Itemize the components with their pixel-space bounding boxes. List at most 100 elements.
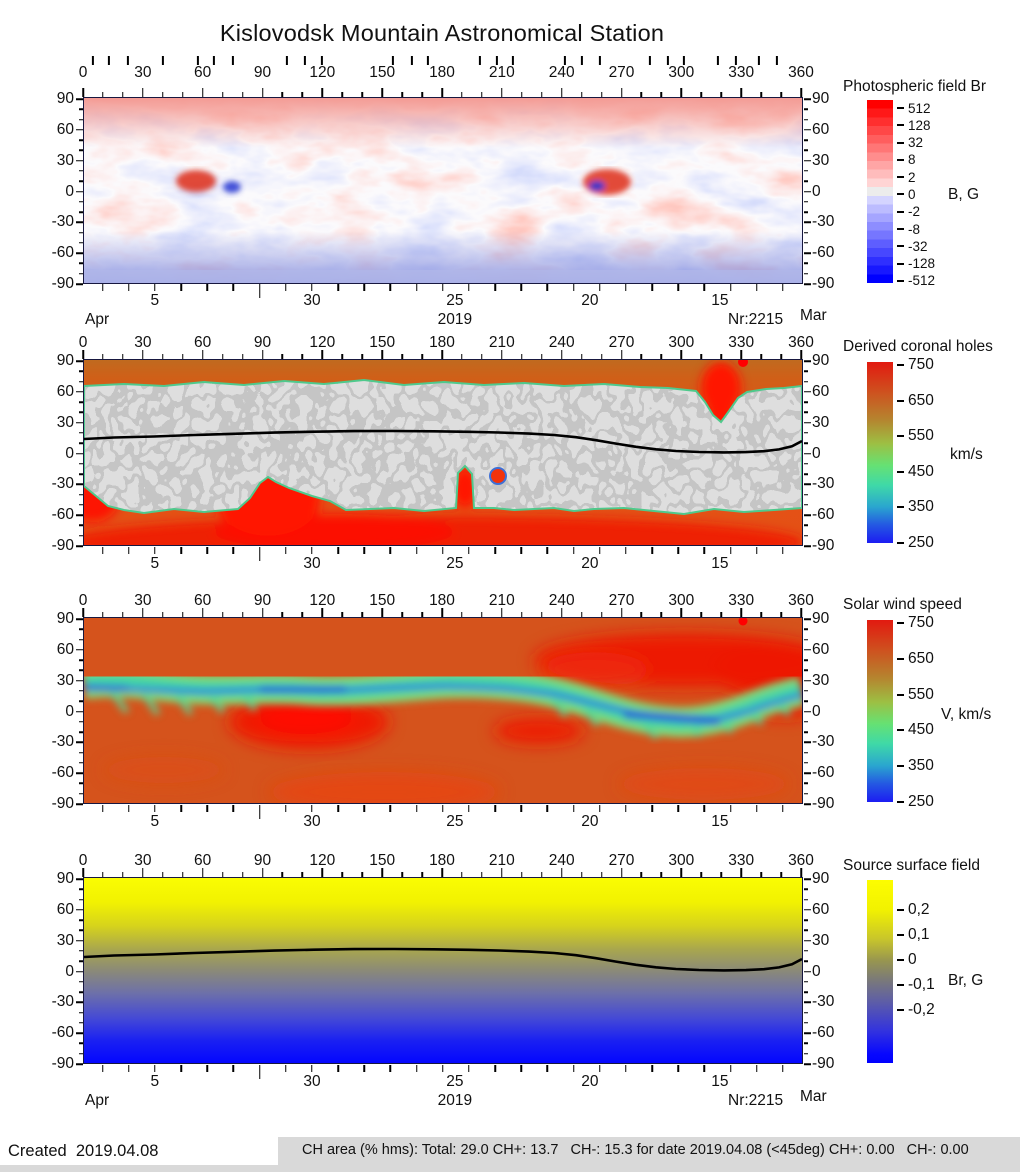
- tick-mark: [76, 98, 83, 100]
- tick-mark: [461, 92, 463, 97]
- axis-tick-label: 60: [812, 900, 830, 918]
- tick-mark: [321, 350, 324, 359]
- axis-tick-label: 330: [728, 334, 755, 351]
- axis-tick-label: 15: [711, 555, 729, 572]
- month-label-mar: Mar: [800, 1088, 827, 1105]
- tick-mark: [680, 350, 683, 359]
- colorbar-tick-label: 8: [908, 152, 916, 168]
- tick-mark: [142, 350, 144, 359]
- axis-tick-label: 30: [134, 64, 152, 81]
- colorbar-tick-label: 0: [908, 186, 916, 202]
- axis-tick-label: 20: [581, 813, 599, 830]
- axis-tick-label: 60: [194, 592, 212, 609]
- tick-mark: [196, 56, 200, 65]
- tick-mark: [76, 283, 83, 285]
- colorbar-tick: 750: [897, 614, 1009, 631]
- tick-mark: [572, 805, 575, 812]
- tick-mark: [804, 211, 808, 213]
- tick-mark: [76, 1001, 83, 1004]
- colorbar-tick-dash: [897, 729, 904, 732]
- tick-mark: [162, 92, 164, 97]
- tick-mark: [546, 805, 549, 812]
- axis-tick-label: 300: [668, 852, 695, 869]
- tick-mark: [79, 782, 83, 785]
- tick-mark: [740, 88, 742, 97]
- tick-mark: [804, 432, 808, 434]
- colorbar-tick-dash: [897, 279, 904, 282]
- tick-mark: [700, 92, 703, 97]
- tick-mark: [580, 612, 583, 617]
- tick-mark: [804, 545, 811, 547]
- tick-mark: [640, 872, 643, 877]
- tick-mark: [76, 803, 83, 805]
- tick-mark: [651, 547, 653, 554]
- tick-mark: [415, 1065, 418, 1072]
- tick-mark: [677, 547, 679, 554]
- tick-mark: [79, 211, 83, 213]
- day-axis-ticks: [83, 547, 801, 561]
- tick-mark: [285, 805, 287, 812]
- latitude-axis-ticks-right: [804, 618, 812, 805]
- axis-tick-label: 25: [446, 813, 464, 830]
- tick-mark: [599, 1065, 601, 1072]
- tick-mark: [363, 284, 365, 291]
- tick-mark: [680, 88, 683, 97]
- colorbar-tick: 32: [897, 135, 1009, 150]
- tick-mark: [580, 354, 583, 359]
- tick-mark: [521, 872, 523, 877]
- axis-tick-label: 60: [194, 64, 212, 81]
- page-title: Kislovodsk Mountain Astronomical Station: [219, 20, 665, 46]
- axis-tick-label: 15: [711, 292, 729, 309]
- tick-mark: [804, 659, 808, 661]
- axis-tick-label: 90: [56, 610, 74, 627]
- tick-mark: [780, 872, 782, 877]
- colorbar-tick: 8: [897, 152, 1009, 168]
- tick-mark: [79, 473, 83, 475]
- month-row-top: Apr 2019 Nr:2215 Mar: [83, 307, 827, 329]
- tick-mark: [361, 92, 363, 97]
- colorbar-tick-label: -0,1: [908, 976, 935, 993]
- colorbar-tick-dash: [897, 541, 904, 544]
- tick-mark: [563, 56, 567, 65]
- axis-tick-label: 30: [303, 292, 321, 309]
- tick-mark: [122, 354, 124, 359]
- tick-mark: [162, 612, 164, 617]
- tick-mark: [76, 190, 83, 193]
- tick-mark: [580, 872, 583, 877]
- tick-mark: [682, 56, 686, 65]
- tick-mark: [180, 284, 182, 291]
- tick-mark: [494, 805, 496, 812]
- axis-tick-label: -30: [812, 213, 835, 231]
- axis-tick-label: -90: [51, 275, 74, 292]
- axis-tick-label: 210: [488, 592, 515, 609]
- tick-mark: [221, 612, 224, 617]
- tick-mark: [181, 872, 184, 877]
- tick-mark: [201, 608, 204, 617]
- tick-mark: [76, 939, 83, 942]
- active-region-spots: [176, 169, 631, 195]
- unit-label-bg: B, G: [948, 186, 980, 203]
- tick-mark: [180, 805, 182, 812]
- tick-mark: [421, 354, 423, 359]
- colorbar-tick-dash: [897, 693, 904, 696]
- tick-mark: [79, 638, 83, 641]
- axis-tick-label: 270: [608, 334, 635, 351]
- tick-mark: [521, 354, 523, 359]
- axis-tick-label: 25: [446, 1073, 464, 1090]
- axis-tick-label: 90: [812, 352, 830, 369]
- tick-mark: [677, 284, 679, 291]
- tick-mark: [511, 56, 515, 65]
- axis-tick-label: 0: [65, 962, 74, 980]
- tick-mark: [76, 909, 83, 911]
- axis-tick-label: 15: [711, 813, 729, 830]
- tick-mark: [79, 888, 83, 891]
- axis-tick-label: 0: [812, 962, 821, 980]
- tick-mark: [79, 700, 83, 702]
- tick-mark: [79, 170, 83, 172]
- axis-tick-label: 0: [78, 334, 88, 351]
- colorbar-tick-label: 0: [908, 951, 917, 968]
- tick-mark: [703, 284, 706, 291]
- tick-mark: [79, 493, 83, 496]
- colorbar-tick-label: 550: [908, 685, 934, 703]
- day-axis-labels: 5 30 25 20 15: [83, 292, 801, 310]
